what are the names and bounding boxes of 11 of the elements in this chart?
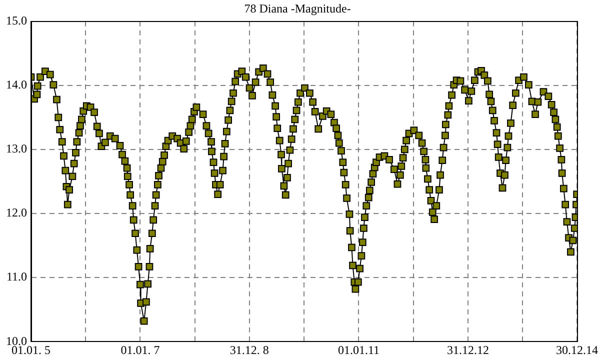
x-tick-label: 01.01. 7: [120, 342, 160, 357]
chart-title: 78 Diana -Magnitude-: [244, 1, 351, 16]
y-tick-label: 14.0: [6, 78, 27, 92]
y-tick-label: 12.0: [6, 206, 27, 220]
x-tick-label: 30.12.14: [556, 342, 598, 357]
x-tick-label: 31.12.12: [446, 342, 489, 357]
y-tick-label: 11.0: [6, 270, 27, 284]
y-tick-label: 15.0: [6, 14, 27, 28]
x-tick-label: 31.12. 8: [230, 342, 269, 357]
y-tick-label: 13.0: [6, 142, 27, 156]
x-tick-label: 01.01.11: [338, 342, 380, 357]
